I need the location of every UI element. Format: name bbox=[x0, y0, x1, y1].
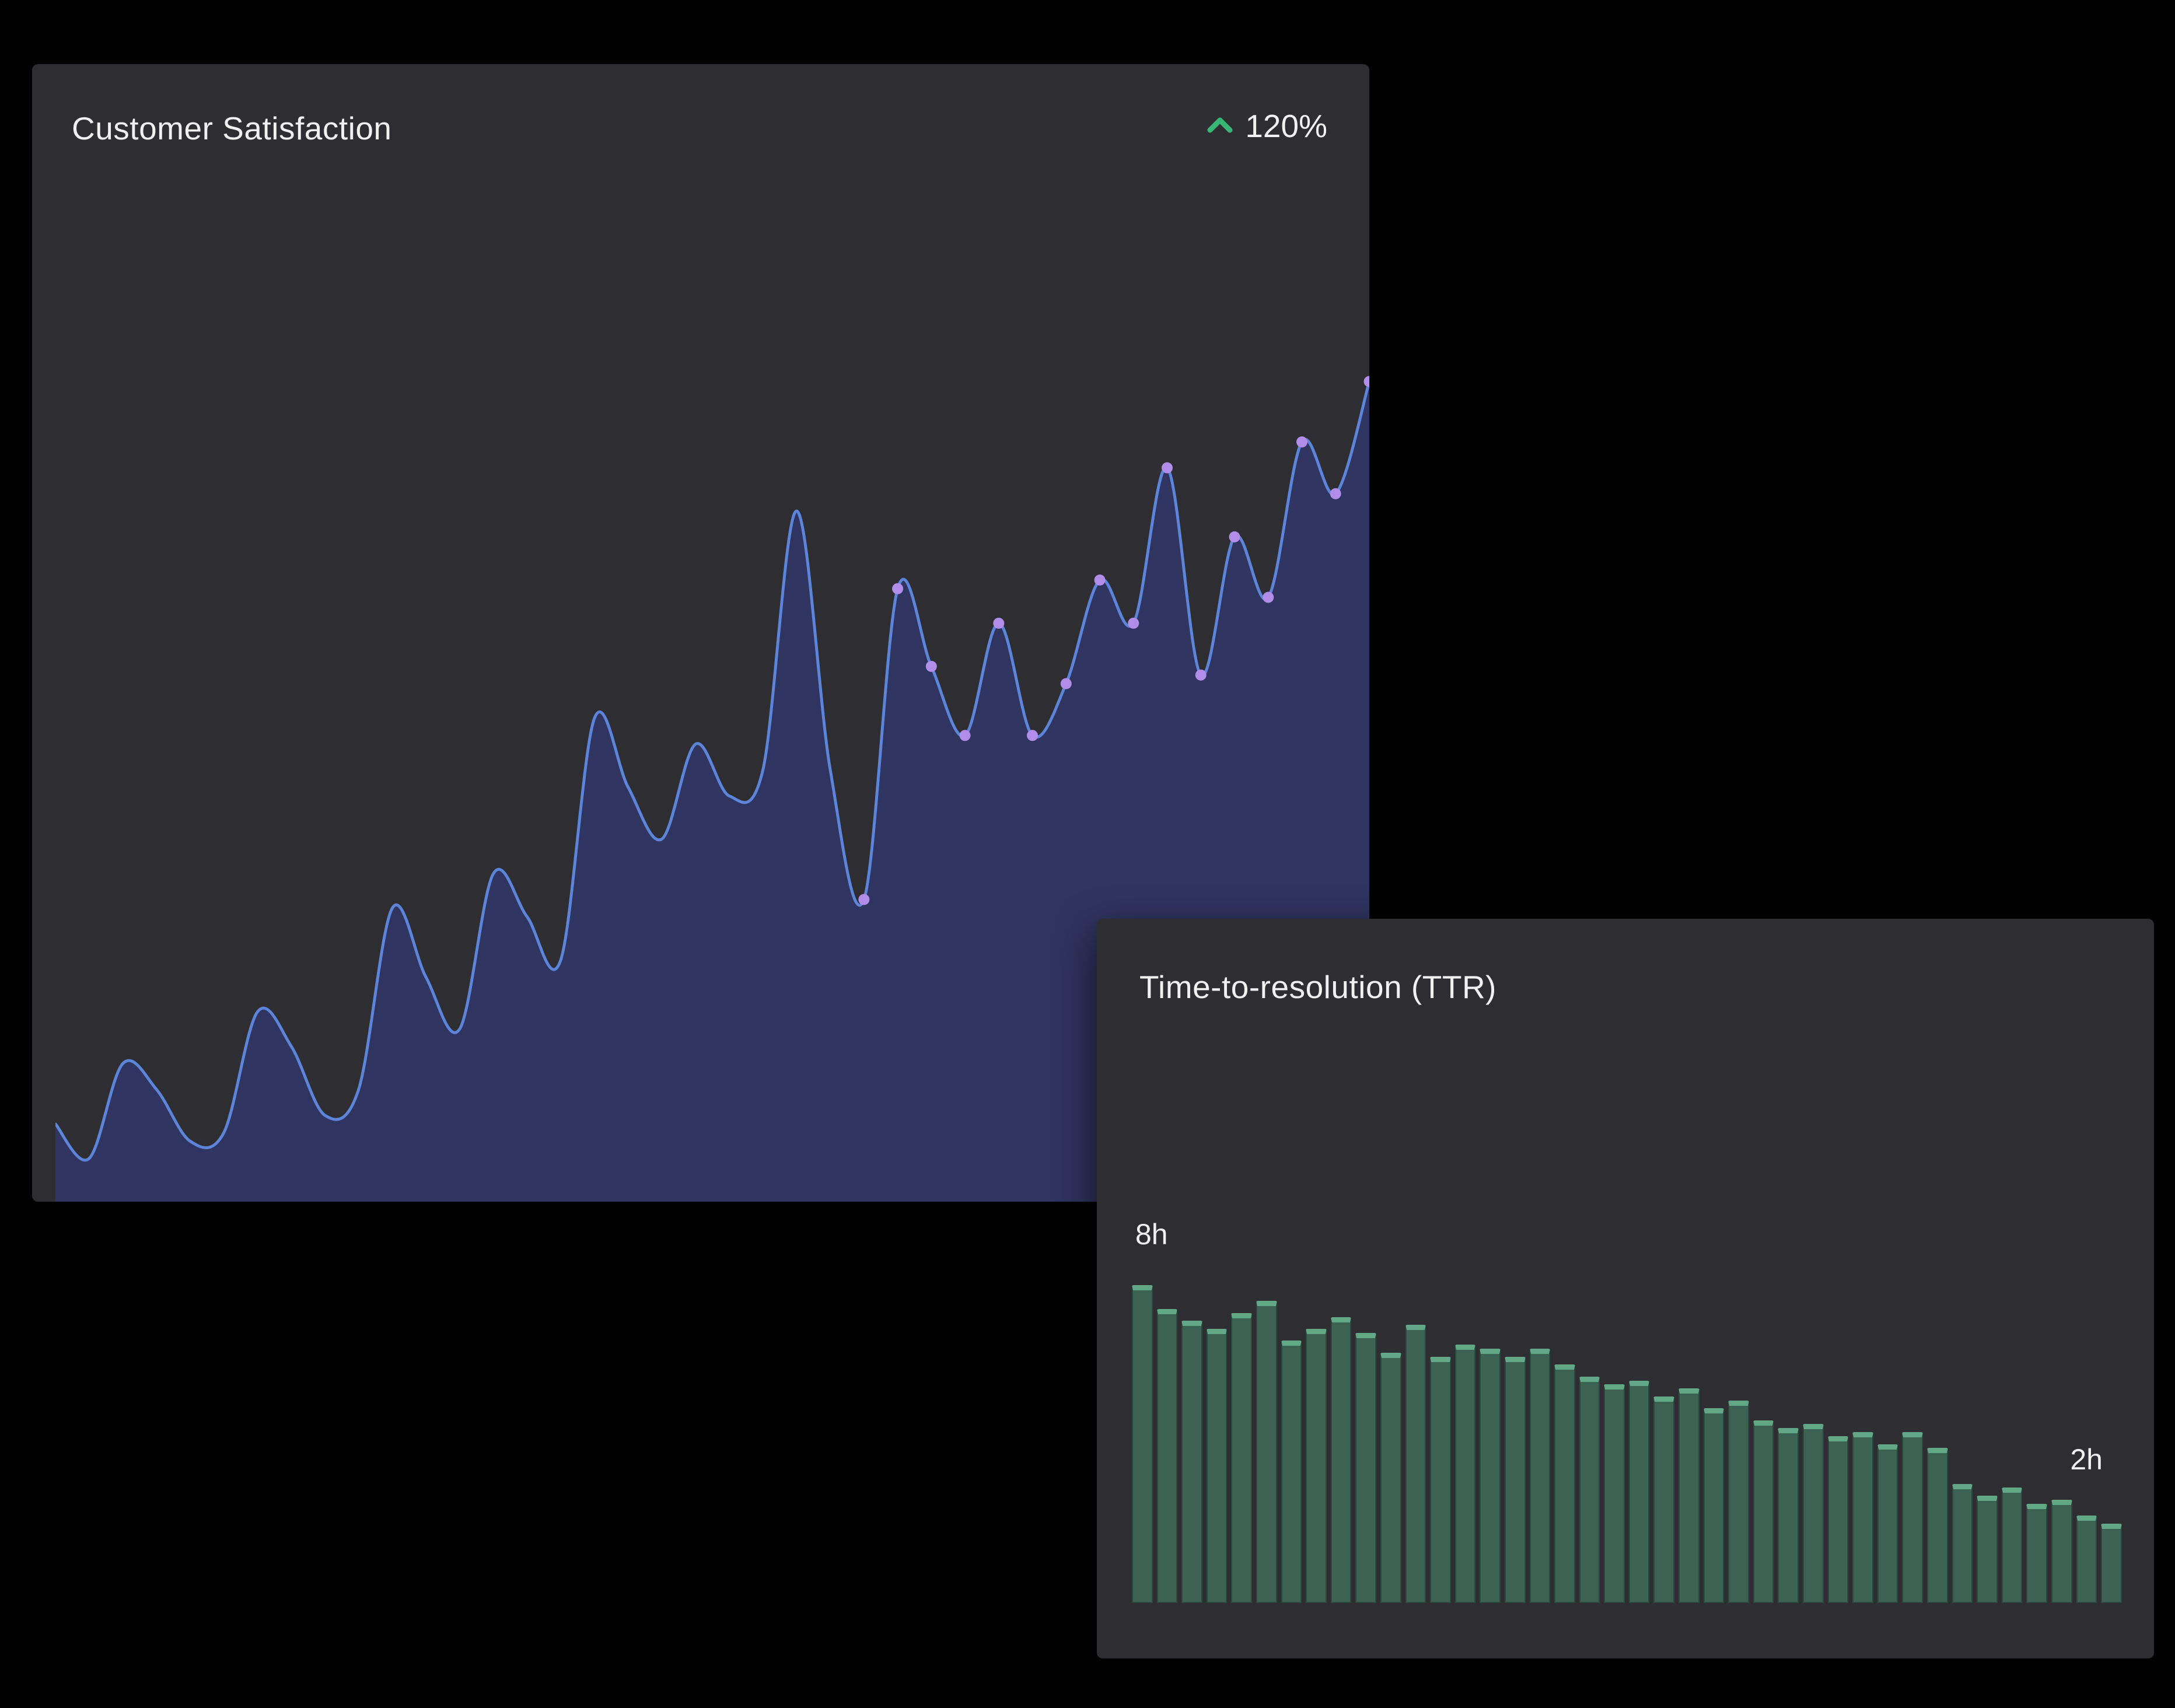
data-point-dot bbox=[1162, 462, 1173, 474]
customer-satisfaction-title: Customer Satisfaction bbox=[72, 110, 392, 146]
ttr-bar bbox=[1827, 1436, 1849, 1603]
data-point-dot bbox=[1027, 730, 1038, 741]
data-point-dot bbox=[1229, 531, 1240, 542]
ttr-bar bbox=[1355, 1332, 1376, 1603]
ttr-min-label: 2h bbox=[2070, 1443, 2103, 1476]
ttr-bar bbox=[1454, 1345, 1476, 1603]
data-point-dot bbox=[1363, 376, 1369, 387]
ttr-bar bbox=[1728, 1400, 1749, 1603]
satisfaction-area-chart bbox=[55, 376, 1369, 1202]
ttr-bar bbox=[1778, 1428, 1799, 1603]
data-point-dot bbox=[858, 894, 870, 905]
ttr-bar bbox=[1330, 1317, 1352, 1603]
ttr-bar bbox=[1877, 1444, 1898, 1603]
ttr-bar bbox=[1604, 1384, 1625, 1603]
ttr-bar bbox=[1679, 1388, 1700, 1603]
satisfaction-area-fill bbox=[55, 382, 1369, 1202]
data-point-dot bbox=[1296, 436, 1308, 448]
data-point-dot bbox=[1263, 592, 1274, 603]
ttr-bar bbox=[2001, 1488, 2023, 1603]
data-point-dot bbox=[1060, 678, 1072, 690]
data-point-dot bbox=[925, 660, 937, 672]
ttr-bar-chart bbox=[1132, 1285, 2122, 1603]
ttr-bar bbox=[1380, 1352, 1401, 1603]
ttr-bar bbox=[1628, 1380, 1650, 1603]
ttr-bar bbox=[1902, 1432, 1923, 1603]
ttr-bar bbox=[1206, 1328, 1228, 1603]
ttr-bar bbox=[2051, 1499, 2072, 1603]
ttr-bar bbox=[1927, 1448, 1948, 1603]
ttr-bar bbox=[1529, 1349, 1551, 1603]
ttr-bar bbox=[1181, 1321, 1202, 1603]
customer-satisfaction-card: Customer Satisfaction 120% bbox=[32, 64, 1369, 1202]
ttr-bar bbox=[1281, 1340, 1302, 1603]
ttr-bar bbox=[1156, 1308, 1178, 1603]
ttr-bar bbox=[2101, 1523, 2122, 1603]
ttr-bar bbox=[2076, 1516, 2097, 1603]
ttr-bar bbox=[1504, 1356, 1526, 1603]
trend-badge: 120% bbox=[1204, 107, 1327, 145]
ttr-bar bbox=[1554, 1364, 1575, 1603]
ttr-bar bbox=[1579, 1376, 1600, 1603]
ttr-bar bbox=[1803, 1424, 1824, 1603]
ttr-bar bbox=[1952, 1483, 1973, 1603]
ttr-bar bbox=[1430, 1356, 1451, 1603]
ttr-bar bbox=[1405, 1325, 1426, 1603]
data-point-dot bbox=[959, 730, 971, 741]
ttr-bar bbox=[1653, 1396, 1675, 1603]
ttr-card: Time-to-resolution (TTR) 8h 2h bbox=[1097, 919, 2154, 1658]
chevron-up-icon bbox=[1207, 117, 1233, 133]
ttr-max-label: 8h bbox=[1135, 1218, 1168, 1251]
data-point-dot bbox=[1094, 574, 1106, 586]
ttr-bar bbox=[1306, 1328, 1327, 1603]
data-point-dot bbox=[1330, 488, 1341, 499]
ttr-bar bbox=[1231, 1312, 1252, 1603]
data-point-dot bbox=[1128, 617, 1139, 629]
trend-value: 120% bbox=[1245, 108, 1327, 144]
ttr-bar bbox=[1852, 1432, 1873, 1603]
ttr-bar bbox=[1256, 1301, 1277, 1603]
data-point-dot bbox=[892, 583, 904, 594]
chevron-up-stroke bbox=[1207, 117, 1233, 133]
ttr-bar bbox=[1703, 1408, 1725, 1603]
ttr-bar bbox=[1480, 1349, 1501, 1603]
ttr-title: Time-to-resolution (TTR) bbox=[1139, 969, 1496, 1005]
ttr-bar bbox=[1753, 1420, 1774, 1603]
data-point-dot bbox=[993, 617, 1005, 629]
ttr-bar bbox=[2026, 1503, 2047, 1603]
data-point-dot bbox=[1195, 669, 1207, 681]
ttr-bar bbox=[1132, 1285, 1153, 1603]
ttr-bar bbox=[1977, 1496, 1998, 1603]
